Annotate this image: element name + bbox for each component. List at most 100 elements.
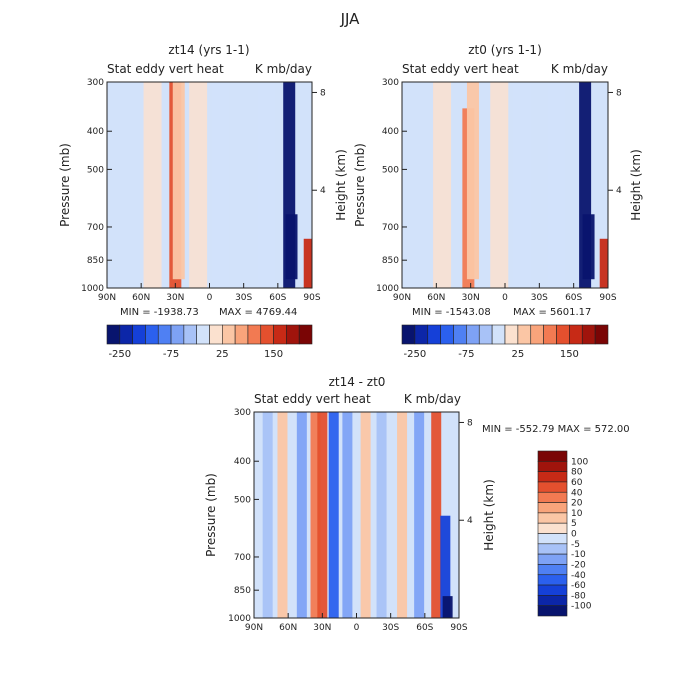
panel-2-axes: 90N 60N 30N 0 30S 60S 90S 300 400 500 700 850 1000 8 4 bbox=[376, 78, 622, 303]
y-tick-label: 700 bbox=[382, 223, 399, 233]
x-tick-label: 90S bbox=[303, 293, 320, 303]
field-feature bbox=[211, 82, 230, 288]
y-tick-label: 400 bbox=[87, 127, 104, 137]
panel-1-subtitle-right: K mb/day bbox=[255, 62, 312, 76]
colorbar-swatch bbox=[517, 324, 532, 345]
colorbar-swatch bbox=[537, 543, 568, 555]
colorbar-label: 10 bbox=[571, 509, 583, 519]
colorbar-label: 60 bbox=[571, 478, 583, 488]
colorbar-swatch bbox=[132, 324, 146, 345]
colorbar-swatch bbox=[401, 324, 416, 345]
x-tick-label: 30N bbox=[462, 293, 480, 303]
panel-1: zt14 (yrs 1-1) Stat eddy vert heat K mb/… bbox=[58, 43, 348, 360]
x-tick-label: 60S bbox=[269, 293, 286, 303]
x-tick-label: 60N bbox=[132, 293, 150, 303]
colorbar-label: 80 bbox=[571, 468, 583, 478]
panel-1-ylabel: Pressure (mb) bbox=[58, 143, 72, 227]
colorbar-label: -60 bbox=[571, 581, 586, 591]
field-feature bbox=[296, 412, 307, 618]
colorbar-swatch bbox=[537, 471, 568, 483]
colorbar-swatch bbox=[537, 491, 568, 503]
colorbar-label: 40 bbox=[571, 488, 583, 498]
colorbar-swatch bbox=[530, 324, 544, 345]
field-feature bbox=[342, 412, 353, 618]
x-tick-label: 90N bbox=[98, 293, 116, 303]
colorbar-label: -75 bbox=[163, 349, 179, 360]
y-tick-label: 500 bbox=[382, 165, 399, 175]
panel-3-minmax-label: MIN = -552.79 MAX = 572.00 bbox=[482, 424, 630, 435]
colorbar-swatch bbox=[157, 324, 172, 345]
panel-2-min-label: MIN = -1543.08 bbox=[412, 307, 491, 318]
colorbar-swatch bbox=[209, 324, 223, 345]
panel-1-subtitle-left: Stat eddy vert heat bbox=[107, 62, 224, 76]
y-tick-label: 1000 bbox=[376, 284, 399, 294]
field-feature bbox=[189, 82, 208, 288]
colorbar-label: -75 bbox=[458, 349, 474, 360]
colorbar-label: 100 bbox=[571, 457, 588, 467]
field-feature bbox=[360, 412, 371, 618]
panel-1-y2label: Height (km) bbox=[334, 149, 348, 220]
panel-1-field bbox=[107, 82, 312, 288]
x-tick-label: 90N bbox=[245, 623, 263, 633]
field-feature bbox=[277, 412, 288, 618]
field-feature bbox=[376, 412, 387, 618]
colorbar-label: 25 bbox=[216, 349, 229, 360]
colorbar-swatch bbox=[222, 324, 236, 345]
panel-2-colorbar: -250 -75 25 150 bbox=[401, 324, 609, 360]
colorbar-label: 0 bbox=[571, 530, 577, 540]
colorbar-swatch bbox=[537, 595, 568, 606]
colorbar-swatch bbox=[537, 450, 568, 462]
colorbar-swatch bbox=[286, 324, 300, 345]
colorbar-swatch bbox=[440, 324, 454, 345]
x-tick-label: 90N bbox=[393, 293, 411, 303]
panel-2-subtitle-right: K mb/day bbox=[551, 62, 608, 76]
colorbar-swatch bbox=[427, 324, 441, 345]
colorbar-swatch bbox=[537, 564, 568, 576]
colorbar-swatch bbox=[491, 324, 506, 345]
colorbar-swatch bbox=[537, 533, 568, 545]
colorbar-label: -5 bbox=[571, 540, 580, 550]
field-feature bbox=[310, 412, 321, 618]
colorbar-swatch bbox=[537, 522, 568, 534]
y-tick-label: 300 bbox=[87, 78, 104, 88]
colorbar-swatch bbox=[556, 324, 570, 345]
colorbar-swatch bbox=[260, 324, 274, 345]
y-tick-label: 300 bbox=[382, 78, 399, 88]
colorbar-label: 150 bbox=[560, 349, 579, 360]
y-tick-label: 700 bbox=[87, 223, 104, 233]
colorbar-swatch bbox=[298, 324, 313, 345]
colorbar-swatch bbox=[170, 324, 185, 345]
field-feature bbox=[397, 412, 408, 618]
colorbar-swatch bbox=[537, 502, 568, 514]
colorbar-swatch bbox=[119, 324, 133, 345]
field-feature bbox=[143, 82, 162, 288]
field-feature bbox=[599, 238, 608, 288]
panel-1-title: zt14 (yrs 1-1) bbox=[168, 43, 249, 57]
y2-tick-label: 4 bbox=[320, 186, 326, 196]
y-tick-label: 1000 bbox=[81, 284, 104, 294]
y-tick-label: 500 bbox=[234, 495, 251, 505]
colorbar-swatch bbox=[537, 605, 568, 617]
x-tick-label: 90S bbox=[450, 623, 467, 633]
colorbar-label: -10 bbox=[571, 550, 586, 560]
field-feature bbox=[414, 412, 425, 618]
y-tick-label: 850 bbox=[382, 256, 399, 266]
field-feature bbox=[317, 412, 328, 618]
colorbar-swatch bbox=[537, 574, 568, 586]
field-feature bbox=[442, 596, 453, 618]
panel-3-field bbox=[254, 412, 459, 618]
field-feature bbox=[440, 515, 451, 618]
field-feature bbox=[431, 412, 442, 618]
figure-title: JJA bbox=[340, 10, 361, 28]
colorbar-swatch bbox=[543, 324, 557, 345]
colorbar-label: 25 bbox=[512, 349, 525, 360]
y2-tick-label: 8 bbox=[320, 88, 326, 98]
field-feature bbox=[262, 412, 273, 618]
colorbar-swatch bbox=[414, 324, 429, 345]
colorbar-swatch bbox=[569, 324, 583, 345]
y-tick-label: 400 bbox=[234, 457, 251, 467]
x-tick-label: 30S bbox=[235, 293, 252, 303]
colorbar-swatch bbox=[594, 324, 609, 345]
panel-3-axes: 90N 60N 30N 0 30S 60S 90S 300 400 500 700 850 1000 8 4 bbox=[228, 408, 473, 633]
